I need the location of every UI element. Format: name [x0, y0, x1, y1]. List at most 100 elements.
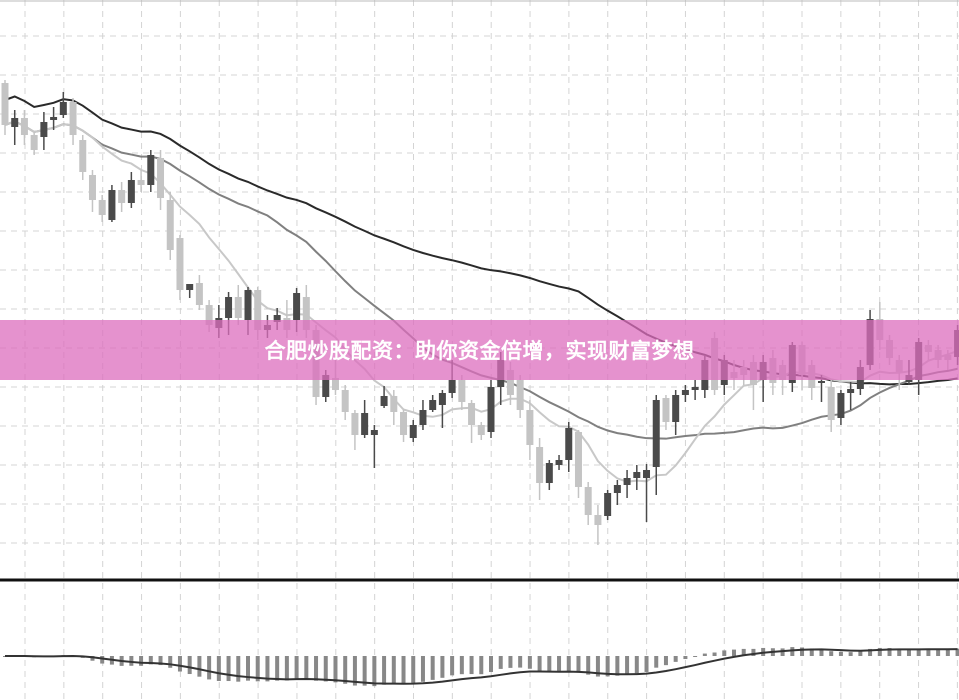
candle-down	[254, 290, 262, 330]
macd-bar	[809, 648, 814, 656]
macd-bar	[226, 656, 231, 682]
candle-down	[458, 380, 466, 402]
macd-bar	[255, 656, 260, 682]
macd-bar	[187, 656, 192, 675]
candles	[1, 80, 959, 545]
candle-down	[468, 403, 476, 425]
macd-bar	[450, 656, 455, 676]
macd-bar	[537, 656, 542, 672]
macd-bar	[177, 656, 182, 672]
candle-up	[672, 395, 680, 422]
macd-bar	[945, 649, 950, 656]
candle-down	[594, 515, 602, 525]
macd-bar	[780, 648, 785, 656]
macd-bar	[489, 656, 493, 673]
macd-bar	[663, 656, 668, 666]
candle-down	[98, 200, 106, 215]
macd-bar	[868, 648, 873, 656]
macd-bar	[246, 656, 250, 681]
candle-down	[400, 412, 408, 435]
macd-bar	[897, 648, 902, 656]
candle-up	[293, 293, 301, 320]
candle-down	[536, 447, 544, 483]
macd-bar	[605, 656, 610, 677]
macd-bar	[848, 652, 853, 656]
candle-up	[643, 470, 651, 478]
macd-bar	[751, 648, 756, 656]
candle-up	[817, 381, 825, 383]
candle-up	[448, 380, 456, 393]
candle-up	[186, 284, 194, 290]
candle-up	[59, 102, 67, 115]
candle-up	[691, 387, 699, 390]
macd-bar	[265, 656, 270, 682]
macd-bar	[615, 656, 620, 676]
macd-bar	[420, 656, 425, 682]
macd-bar	[343, 656, 348, 684]
macd-bar	[323, 656, 328, 682]
candle-down	[662, 398, 670, 422]
macd-panel	[3, 647, 959, 687]
macd-bar	[372, 656, 377, 687]
candle-down	[526, 410, 534, 445]
macd-bar	[518, 656, 523, 668]
candle-down	[205, 305, 213, 325]
macd-bar	[479, 656, 484, 675]
macd-bar	[275, 656, 280, 681]
candle-up	[545, 463, 553, 483]
candle-down	[331, 378, 339, 390]
macd-bar	[955, 648, 959, 656]
candle-down	[302, 297, 310, 330]
macd-bar	[391, 656, 396, 684]
macd-bar	[838, 651, 843, 656]
macd-bar	[712, 652, 717, 656]
macd-bar	[732, 649, 736, 656]
macd-bar	[595, 656, 600, 677]
candle-down	[30, 135, 38, 150]
macd-bar	[566, 656, 571, 672]
macd-bar	[440, 656, 445, 678]
macd-bar	[197, 656, 202, 677]
macd-bar	[216, 656, 221, 681]
candle-up	[11, 118, 19, 127]
candle-up	[380, 396, 388, 406]
macd-bar	[527, 656, 532, 669]
macd-bar	[547, 656, 552, 673]
candle-up	[555, 460, 563, 465]
candle-up	[633, 472, 641, 478]
candle-down	[176, 238, 184, 290]
candle-up	[419, 410, 427, 425]
candle-down	[827, 387, 835, 420]
macd-bar	[702, 653, 707, 656]
candle-up	[681, 390, 689, 395]
banner-text: 合肥炒股配资：助你资金倍增，实现财富梦想	[264, 339, 695, 363]
macd-bar	[158, 656, 163, 666]
candle-up	[225, 297, 233, 318]
candle-up	[652, 400, 660, 467]
macd-bar	[459, 656, 464, 675]
macd-bar	[207, 656, 212, 680]
macd-bar	[819, 648, 824, 656]
macd-bar	[877, 647, 882, 656]
candle-down	[157, 158, 165, 198]
macd-bar	[634, 656, 639, 674]
macd-bar	[411, 656, 416, 684]
candle-up	[127, 180, 135, 203]
macd-bar	[148, 656, 153, 665]
candle-up	[429, 400, 437, 410]
candle-up	[244, 290, 252, 320]
macd-bar	[469, 656, 474, 675]
macd-bar	[576, 656, 581, 673]
macd-bar	[90, 656, 95, 661]
macd-bar	[498, 656, 503, 669]
candle-down	[195, 283, 203, 305]
macd-bar	[401, 656, 406, 684]
candle-up	[322, 375, 330, 397]
macd-bar	[100, 656, 105, 664]
candle-down	[506, 370, 514, 395]
candle-up	[837, 393, 845, 418]
macd-bar	[557, 656, 562, 673]
candle-down	[234, 297, 242, 318]
candle-up	[409, 425, 417, 438]
candle-down	[390, 396, 398, 412]
